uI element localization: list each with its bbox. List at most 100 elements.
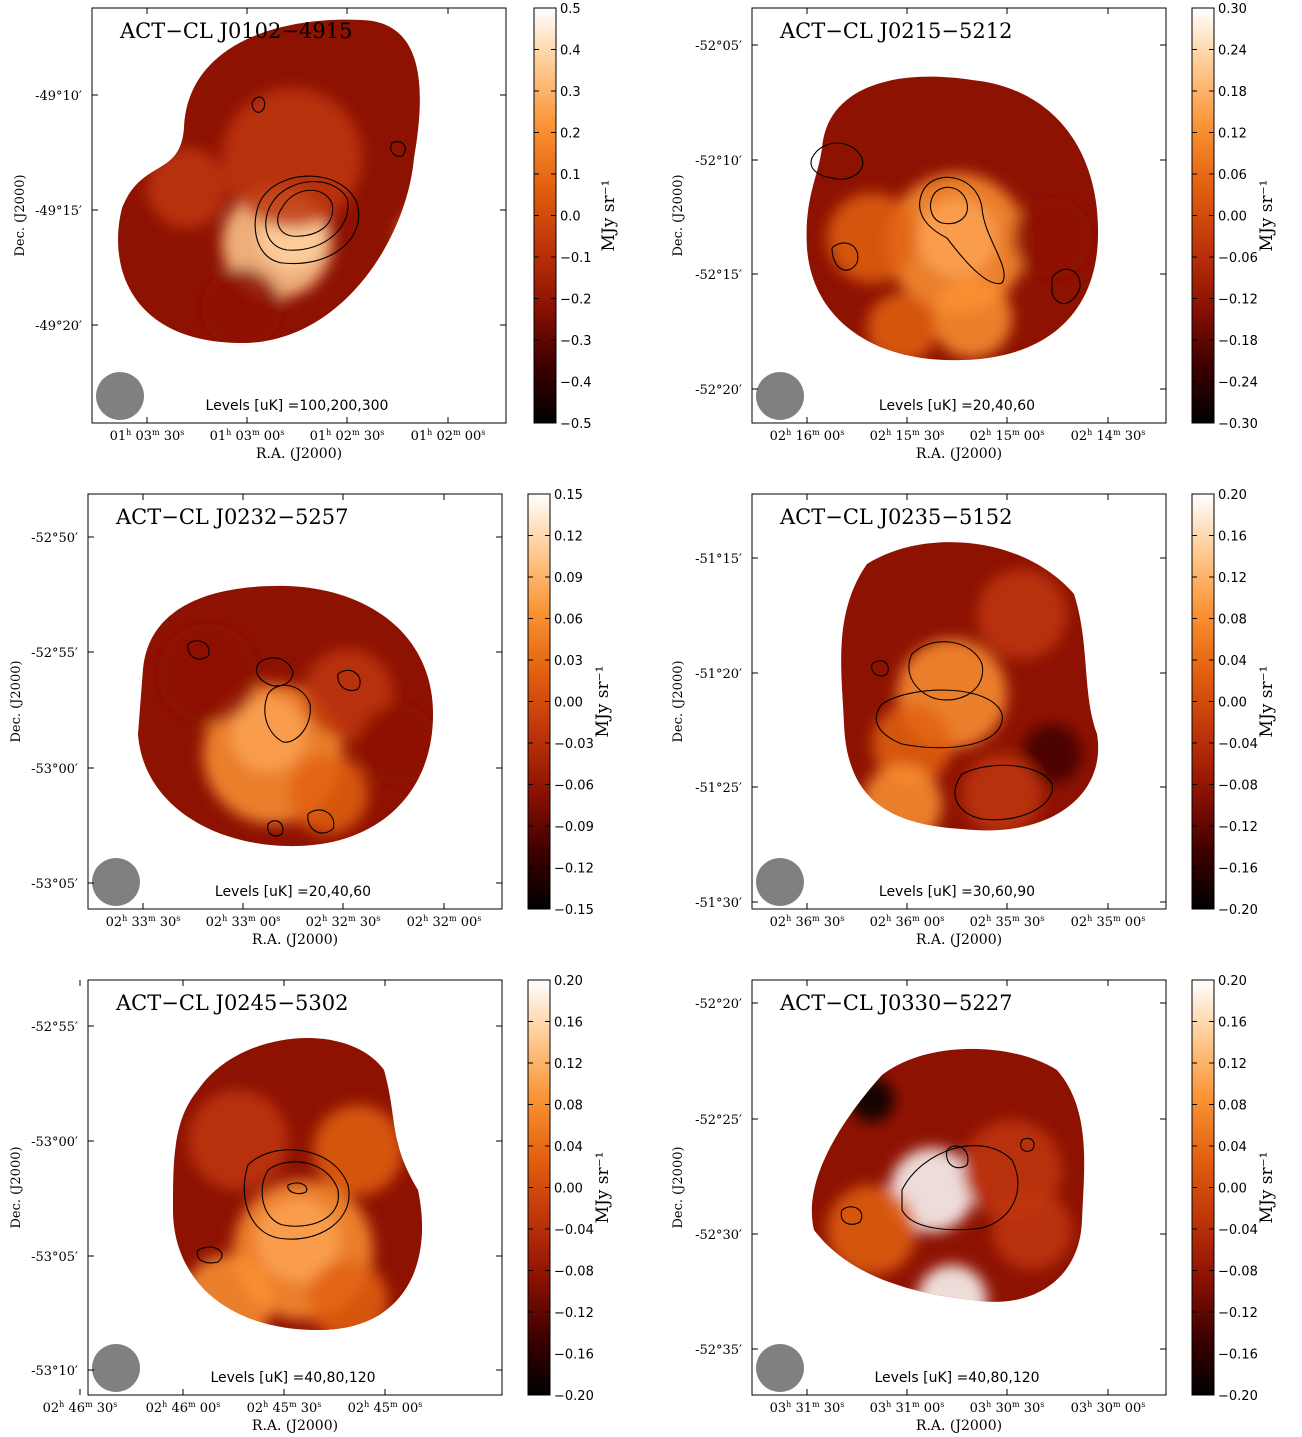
colorbar-tick-label: 0.15 (554, 488, 583, 503)
colorbar-tick-label: 0.00 (554, 1182, 583, 1197)
dec-tick-label: -53°00′ (31, 762, 78, 777)
contour-line (901, 1145, 1019, 1231)
colorbar-tick-label: 0.12 (1218, 1057, 1247, 1072)
panel-1: ACT−CL J0102−4915 Levels [uK] =100,200,30… (13, 2, 619, 462)
colorbar-tick-label: −0.15 (554, 903, 594, 918)
map-blob (977, 569, 1067, 659)
map-blob (288, 754, 368, 834)
panel-frame (751, 493, 1167, 910)
colorbar-tick-label: 0.0 (560, 210, 581, 225)
contour-line (390, 141, 406, 157)
contour-group (196, 1149, 350, 1264)
dec-tick-label: -52°15′ (695, 268, 742, 283)
colorbar-tick-label: −0.16 (1218, 1348, 1258, 1363)
ra-tick-label: 02h 33m 00s (206, 914, 281, 930)
contour-line (908, 641, 984, 701)
panel-frame (751, 7, 1167, 424)
contour-group (840, 1137, 1035, 1231)
ra-tick-label: 03h 30m 30s (970, 1400, 1045, 1416)
panel-title: ACT−CL J0330−5227 (779, 991, 1012, 1015)
dec-axis-label: Dec. (J2000) (671, 174, 686, 256)
colorbar: 0.20 0.16 0.12 0.08 0.04 0.00 −0.04 −0.08 −0.12 −… (1191, 488, 1277, 918)
dec-tick-label: -49°20′ (35, 319, 82, 334)
dec-tick-label: -52°25′ (695, 1113, 742, 1128)
colorbar-tick-label: −0.24 (1218, 376, 1258, 391)
dec-tick-label: -49°10′ (35, 89, 82, 104)
map-blob (1012, 198, 1092, 278)
ra-tick-label: 02h 45m 30s (247, 1400, 322, 1416)
beam-circle (756, 1344, 804, 1392)
map-blob (917, 1265, 987, 1302)
dec-tick-label: -51°15′ (695, 552, 742, 567)
colorbar-tick-label: 0.1 (560, 168, 581, 183)
map-blob (932, 278, 1012, 358)
contour-line (254, 175, 360, 265)
panel-4: ACT−CL J0235−5152 Levels [uK] =30,60,90 02… (671, 488, 1277, 948)
contour-line (287, 1182, 308, 1195)
panel-title: ACT−CL J0232−5257 (115, 505, 348, 529)
colorbar-tick-label: −0.16 (554, 1348, 594, 1363)
map-blob (872, 704, 952, 784)
colorbar-tick-label: −0.04 (1218, 1223, 1258, 1238)
dec-tick-label: -49°15′ (35, 204, 82, 219)
ra-tick-label: 01h 03m 00s (210, 428, 285, 444)
dec-axis-label: Dec. (J2000) (9, 660, 24, 742)
colorbar-label: MJy sr⁻¹ (1257, 1152, 1277, 1224)
colorbar-tick-label: −0.20 (1218, 903, 1258, 918)
contour-group (251, 96, 406, 265)
colorbar-tick-label: 0.24 (1218, 44, 1247, 59)
colorbar-tick-label: 0.04 (554, 1140, 583, 1155)
colorbar-tick-label: −0.12 (554, 1306, 594, 1321)
colorbar-tick-label: −0.12 (1218, 293, 1258, 308)
map-blob (158, 624, 258, 724)
contour-line (337, 669, 361, 692)
contour-levels: Levels [uK] =30,60,90 (879, 884, 1035, 900)
colorbar: 0.5 0.4 0.3 0.2 0.1 0.0 −0.1 −0.2 −0.3 −0.4 −0.5 MJ… (533, 2, 619, 432)
contour-line (243, 1149, 350, 1240)
panel-frame (91, 7, 507, 424)
dec-tick-label: -52°10′ (695, 154, 742, 169)
colorbar-tick-label: 0.12 (554, 1057, 583, 1072)
ra-axis-label: R.A. (J2000) (916, 1418, 1002, 1434)
contour-line (946, 1145, 969, 1169)
colorbar-tick-label: 0.4 (560, 44, 581, 59)
ra-tick-label: 02h 16m 00s (770, 428, 845, 444)
map-blob (827, 193, 917, 283)
map-blob (1022, 724, 1082, 784)
dec-tick-label: -52°05′ (695, 39, 742, 54)
contour-line (871, 660, 889, 677)
colorbar-tick-label: −0.18 (1218, 334, 1258, 349)
contour-levels: Levels [uK] =20,40,60 (215, 884, 371, 900)
contour-line (261, 1161, 339, 1227)
dec-tick-label: -51°20′ (695, 667, 742, 682)
colorbar-tick-label: −0.04 (1218, 737, 1258, 752)
colorbar-tick-label: −0.4 (560, 376, 592, 391)
dec-tick-label: -53°05′ (31, 877, 78, 892)
map-blob (188, 1090, 288, 1190)
contour-line (919, 176, 1005, 284)
dec-tick-label: -53°10′ (31, 1364, 78, 1379)
contour-line (265, 181, 349, 251)
panel-title: ACT−CL J0102−4915 (119, 19, 352, 43)
colorbar-tick-label: 0.3 (560, 85, 581, 100)
map-blob (202, 268, 282, 343)
map-blob (222, 88, 362, 228)
ra-tick-label: 02h 32m 30s (306, 914, 381, 930)
dec-axis-label: Dec. (J2000) (671, 660, 686, 742)
dec-axis-label: Dec. (J2000) (9, 1146, 24, 1228)
colorbar-tick-label: −0.08 (1218, 779, 1258, 794)
contour-levels: Levels [uK] =40,80,120 (874, 1370, 1039, 1386)
colorbar-tick-label: 0.5 (560, 2, 581, 17)
contour-levels: Levels [uK] =100,200,300 (206, 398, 389, 414)
ra-tick-label: 02h 15m 00s (970, 428, 1045, 444)
colorbar-tick-label: −0.20 (554, 1389, 594, 1404)
colorbar-tick-label: 0.00 (1218, 696, 1247, 711)
colorbar-tick-label: 0.12 (1218, 571, 1247, 586)
ra-tick-label: 02h 32m 00s (407, 914, 482, 930)
colorbar: 0.20 0.16 0.12 0.08 0.04 0.00 −0.04 −0.08 −0.12 −… (1191, 974, 1277, 1404)
colorbar-label: MJy sr⁻¹ (1257, 180, 1277, 252)
ra-tick-label: 02h 35m 00s (1071, 914, 1146, 930)
ra-axis-label: R.A. (J2000) (252, 1418, 338, 1434)
colorbar: 0.20 0.16 0.12 0.08 0.04 0.00 −0.04 −0.08 −0.12 −… (527, 974, 613, 1404)
